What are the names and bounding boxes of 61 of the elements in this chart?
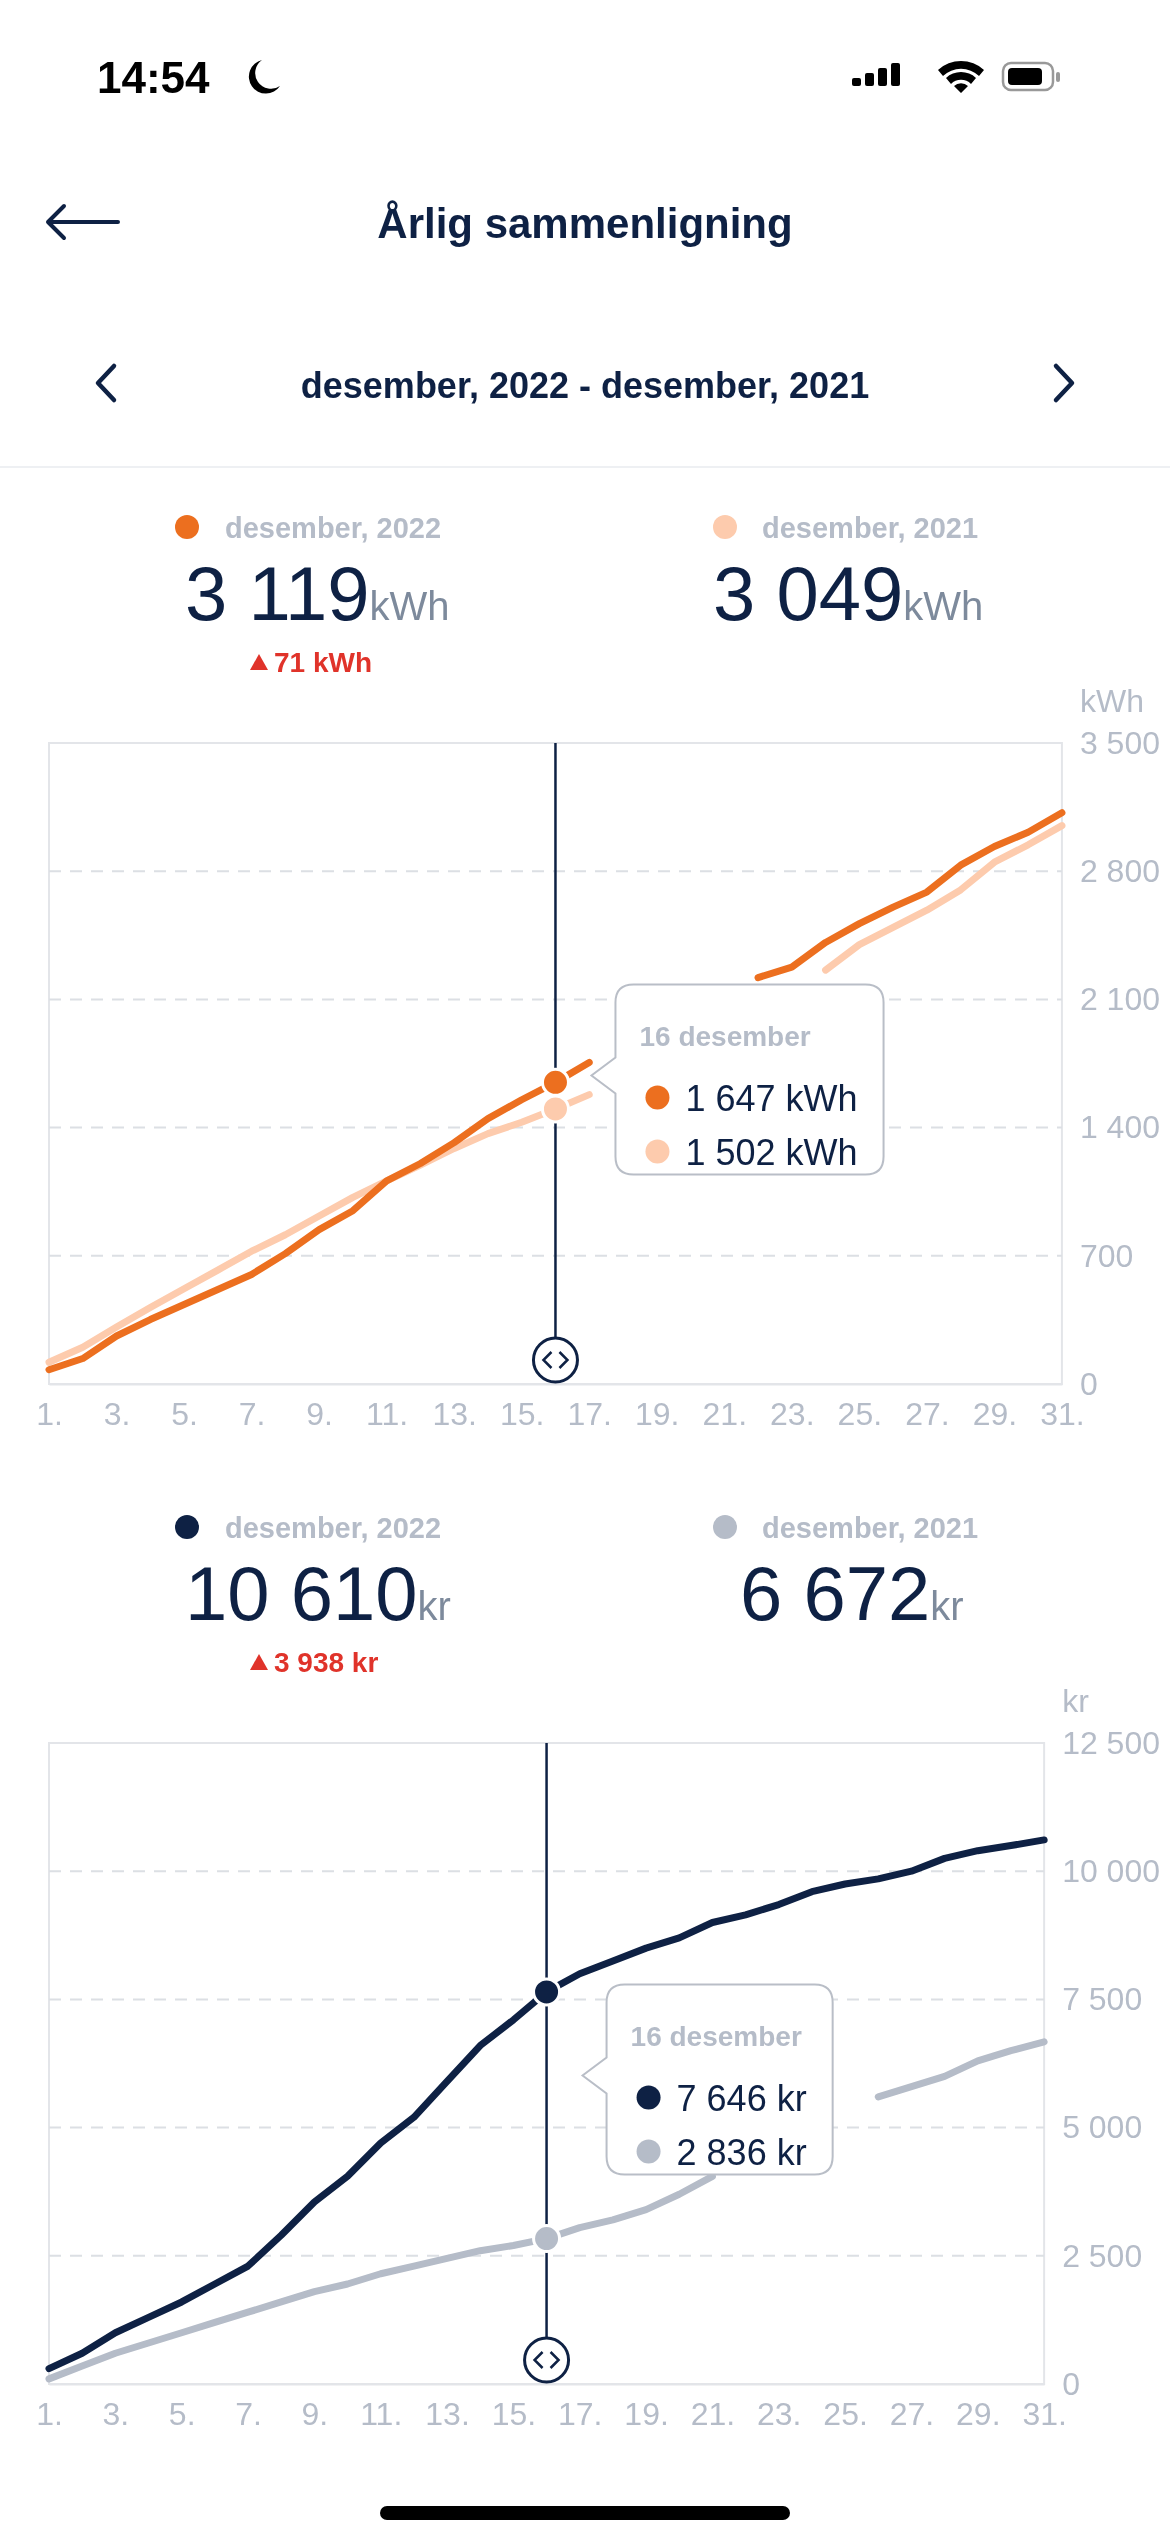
x-tick-label: 3.: [102, 2395, 130, 2432]
x-tick-label: 25.: [823, 2395, 868, 2432]
x-tick-label: 7.: [235, 2395, 262, 2432]
y-tick-label: 10 000: [1062, 1852, 1160, 1889]
text: 3 049kWh: [713, 551, 984, 636]
text: 10 610kr: [185, 1551, 451, 1636]
x-tick-label: 13.: [432, 1395, 477, 1432]
legend-label: desember, 2022: [225, 512, 442, 544]
y-axis-title: kWh: [1079, 683, 1144, 719]
legend-label: desember, 2022: [225, 1512, 442, 1544]
x-tick-label: 15.: [491, 2395, 537, 2432]
x-tick-label: 19.: [624, 2395, 669, 2432]
y-tick-label: 12 500: [1062, 1724, 1160, 1761]
x-tick-label: 29.: [972, 1395, 1018, 1432]
annotation: 16 desember: [639, 1020, 811, 1052]
y-tick-label: 5 000: [1062, 2109, 1143, 2146]
x-tick-label: 5.: [171, 1395, 198, 1432]
y-tick-label: 3 500: [1079, 724, 1160, 761]
chart-title: Årlig sammenligning: [377, 200, 793, 247]
x-tick-label: 17.: [557, 2395, 603, 2432]
x-tick-label: 11.: [360, 2395, 403, 2432]
chart-subtitle: desember, 2022 - desember, 2021: [300, 365, 870, 406]
annotation: 16 desember: [630, 2020, 802, 2052]
y-axis-title: kr: [1062, 1683, 1090, 1719]
x-tick-label: 23.: [757, 2395, 802, 2432]
x-tick-label: 9.: [301, 2395, 329, 2432]
x-tick-label: 5.: [168, 2395, 196, 2432]
x-tick-label: 17.: [567, 1395, 612, 1432]
y-tick-label: 1 400: [1079, 1109, 1160, 1146]
text: 6 672kr: [740, 1551, 964, 1636]
x-tick-label: 9.: [306, 1395, 333, 1432]
x-tick-label: 27.: [889, 2395, 935, 2432]
x-tick-label: 13.: [425, 2395, 470, 2432]
legend-label: desember, 2021: [762, 1512, 979, 1544]
x-tick-label: 21.: [702, 1395, 748, 1432]
x-tick-label: 1.: [36, 2395, 63, 2432]
annotation: 7 646 kr: [676, 2077, 807, 2119]
y-tick-label: 700: [1079, 1237, 1134, 1274]
text: 3 119kWh: [185, 551, 450, 636]
x-tick-label: 25.: [837, 1395, 883, 1432]
x-tick-label: 19.: [635, 1395, 680, 1432]
y-tick-label: 2 100: [1079, 981, 1160, 1018]
annotation: 2 836 kr: [676, 2131, 807, 2173]
annotation: 1 502 kWh: [685, 1131, 858, 1173]
x-tick-label: 15.: [499, 1395, 545, 1432]
text: 3 938 kr: [274, 1647, 379, 1678]
y-tick-label: 2 800: [1079, 852, 1160, 889]
text: 14:54: [97, 53, 211, 102]
annotation: 1 647 kWh: [685, 1077, 858, 1119]
x-tick-label: 11.: [366, 1395, 409, 1432]
x-tick-label: 7.: [238, 1395, 266, 1432]
x-tick-label: 23.: [770, 1395, 815, 1432]
y-tick-label: 7 500: [1062, 1981, 1143, 2018]
x-tick-label: 27.: [905, 1395, 950, 1432]
x-tick-label: 3.: [103, 1395, 131, 1432]
x-tick-label: 1.: [36, 1395, 63, 1432]
y-tick-label: 2 500: [1062, 2237, 1143, 2274]
text: 71 kWh: [274, 647, 373, 678]
x-tick-label: 21.: [690, 2395, 736, 2432]
x-tick-label: 29.: [956, 2395, 1001, 2432]
legend-label: desember, 2021: [762, 512, 979, 544]
